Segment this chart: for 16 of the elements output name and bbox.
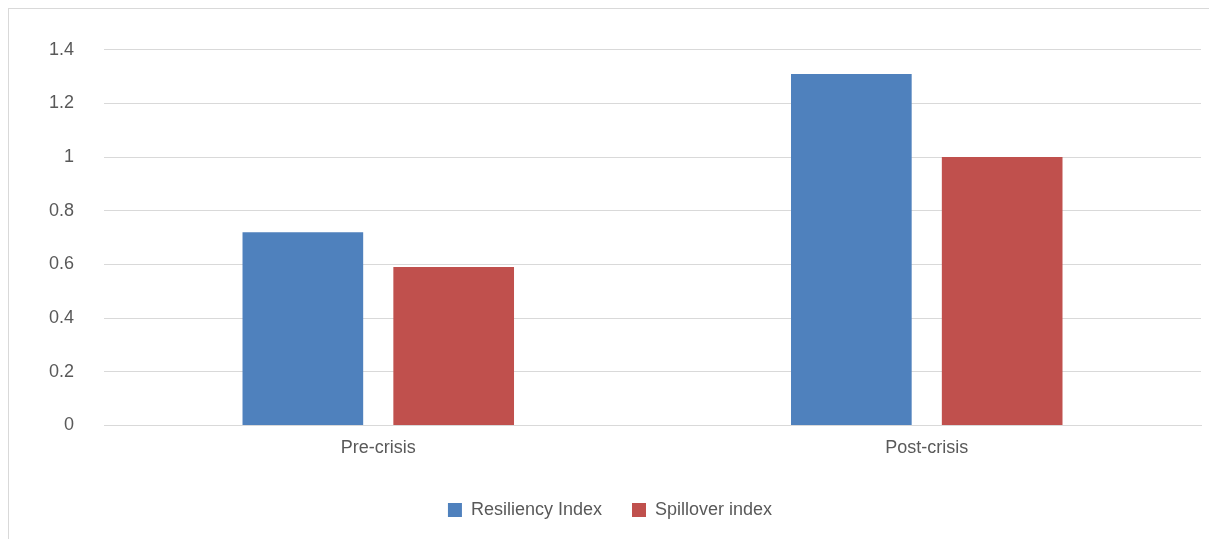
bar <box>393 267 515 425</box>
y-tick-label: 1.2 <box>48 92 75 113</box>
y-tick-label: 1.4 <box>48 38 75 59</box>
y-tick-label: 0 <box>64 414 75 435</box>
x-tick-label: Pre-crisis <box>340 437 416 458</box>
x-tick-label: Post-crisis <box>885 437 969 458</box>
bar <box>791 73 912 425</box>
bar <box>941 157 1063 425</box>
y-tick-label: 0.8 <box>48 199 75 220</box>
legend-label: Spillover index <box>655 498 773 519</box>
y-tick-label: 0.2 <box>48 360 75 381</box>
y-tick-label: 1 <box>64 146 75 167</box>
legend-label: Resiliency Index <box>470 498 602 519</box>
y-tick-label: 0.4 <box>48 307 75 328</box>
y-tick-label: 0.6 <box>48 253 75 274</box>
bar <box>242 232 364 425</box>
